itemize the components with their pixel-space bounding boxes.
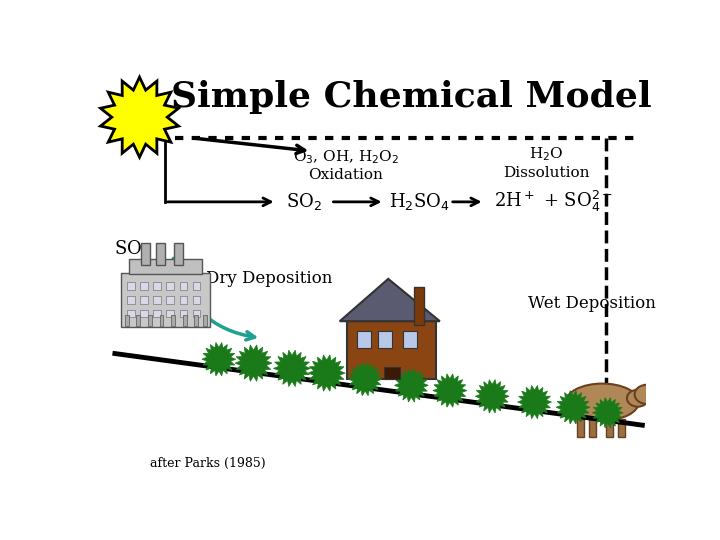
- Text: H$_2$SO$_4$: H$_2$SO$_4$: [389, 191, 449, 212]
- Bar: [606, 419, 613, 437]
- Text: Simple Chemical Model: Simple Chemical Model: [171, 80, 652, 114]
- Polygon shape: [556, 390, 590, 424]
- Text: after Parks (1985): after Parks (1985): [150, 457, 265, 470]
- Text: Dry Deposition: Dry Deposition: [206, 271, 332, 287]
- Bar: [384, 367, 400, 379]
- Bar: [403, 331, 417, 348]
- Bar: [153, 282, 161, 289]
- Polygon shape: [395, 369, 428, 402]
- Bar: [348, 321, 436, 379]
- Bar: [204, 315, 207, 326]
- Polygon shape: [433, 374, 467, 407]
- Ellipse shape: [652, 395, 663, 402]
- Bar: [141, 244, 150, 265]
- Bar: [414, 287, 425, 325]
- Bar: [166, 309, 174, 318]
- Ellipse shape: [566, 383, 639, 421]
- Bar: [153, 296, 161, 303]
- Bar: [148, 315, 152, 326]
- Bar: [174, 244, 183, 265]
- Bar: [153, 309, 161, 318]
- Polygon shape: [340, 279, 440, 321]
- Polygon shape: [475, 380, 509, 413]
- Bar: [121, 273, 210, 327]
- Bar: [127, 296, 135, 303]
- Bar: [378, 331, 392, 348]
- Bar: [193, 309, 200, 318]
- Text: 2H$^+$ + SO$_4^{2-}$: 2H$^+$ + SO$_4^{2-}$: [495, 190, 613, 214]
- Bar: [194, 315, 198, 326]
- Bar: [179, 296, 187, 303]
- Bar: [179, 282, 187, 289]
- Polygon shape: [348, 362, 382, 396]
- Polygon shape: [308, 355, 345, 392]
- Bar: [127, 309, 135, 318]
- Bar: [357, 331, 372, 348]
- Bar: [183, 315, 186, 326]
- Bar: [156, 244, 165, 265]
- Bar: [589, 419, 596, 437]
- Text: Wet Deposition: Wet Deposition: [528, 295, 656, 312]
- Bar: [129, 259, 202, 274]
- Polygon shape: [274, 350, 310, 387]
- Bar: [137, 315, 140, 326]
- Polygon shape: [202, 342, 235, 376]
- Bar: [140, 296, 148, 303]
- Text: SO$_2$: SO$_2$: [114, 238, 150, 259]
- Bar: [179, 309, 187, 318]
- Bar: [125, 315, 129, 326]
- Bar: [166, 296, 174, 303]
- Bar: [127, 282, 135, 289]
- Bar: [140, 282, 148, 289]
- Text: SO$_2$: SO$_2$: [286, 191, 322, 212]
- Bar: [577, 419, 584, 437]
- Polygon shape: [593, 397, 623, 428]
- Polygon shape: [101, 77, 179, 157]
- Bar: [160, 315, 163, 326]
- Ellipse shape: [646, 382, 654, 388]
- Bar: [193, 282, 200, 289]
- Ellipse shape: [634, 384, 660, 404]
- Bar: [171, 315, 175, 326]
- Bar: [193, 296, 200, 303]
- Bar: [166, 282, 174, 289]
- Text: O$_3$, OH, H$_2$O$_2$
Oxidation: O$_3$, OH, H$_2$O$_2$ Oxidation: [293, 148, 399, 182]
- Bar: [140, 309, 148, 318]
- Text: H$_2$O
Dissolution: H$_2$O Dissolution: [503, 146, 590, 179]
- Bar: [618, 419, 626, 437]
- Ellipse shape: [627, 390, 649, 407]
- Polygon shape: [518, 386, 552, 418]
- Polygon shape: [235, 345, 272, 381]
